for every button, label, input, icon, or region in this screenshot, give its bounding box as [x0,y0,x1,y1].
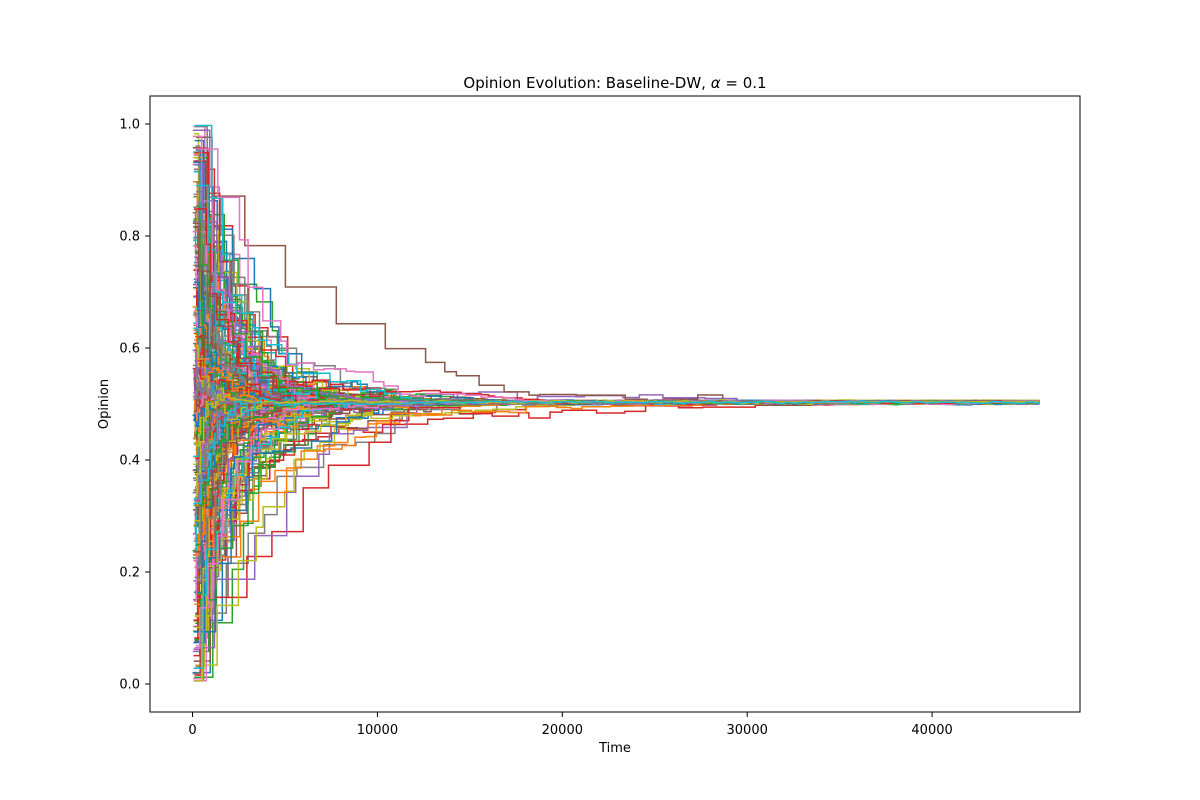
opinion-trajectories [192,124,1041,682]
opinion-series-line [194,397,1040,505]
x-tick-label: 40000 [911,723,952,738]
x-axis-label: Time [598,741,631,756]
y-tick-label: 0.8 [119,230,140,245]
y-tick-label: 1.0 [119,118,140,133]
x-tick-label: 30000 [727,723,768,738]
x-axis-ticks: 0 10000 20000 30000 40000 [188,712,953,738]
y-axis-label: Opinion [97,379,112,429]
y-tick-label: 0.6 [119,342,140,357]
x-tick-label: 10000 [357,723,398,738]
y-axis-ticks: 0.0 0.2 0.4 0.6 0.8 1.0 [119,118,150,693]
y-tick-label: 0.2 [119,566,140,581]
x-tick-label: 20000 [542,723,583,738]
plot-area-frame [149,95,1081,713]
x-tick-label: 0 [188,723,196,738]
y-tick-label: 0.0 [119,678,140,693]
alpha-symbol: α [711,74,721,92]
chart-title: Opinion Evolution: Baseline-DW, α = 0.1 [463,74,766,92]
y-tick-label: 0.4 [119,454,140,469]
